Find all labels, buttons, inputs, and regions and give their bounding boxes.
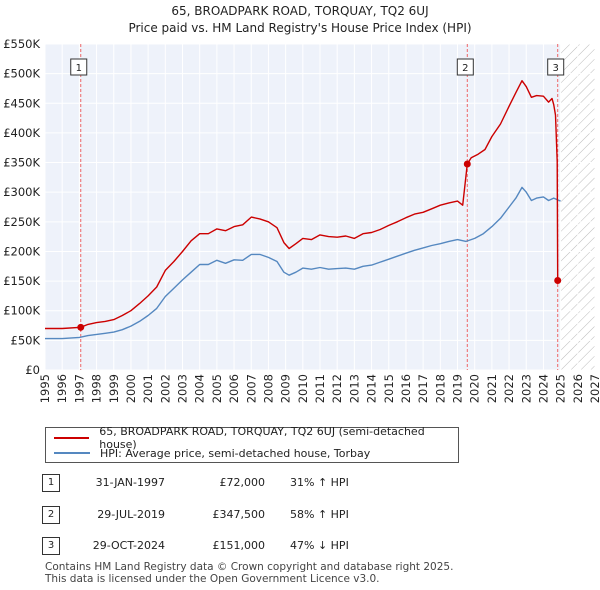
transaction-row: 1 31-JAN-1997 £72,000 31% ↑ HPI — [0, 474, 600, 494]
x-tick-label: 1997 — [72, 374, 86, 403]
x-tick-label: 1995 — [38, 374, 52, 403]
x-tick-label: 2006 — [227, 374, 241, 403]
x-tick-label: 1998 — [90, 374, 104, 403]
sale-label-box — [547, 58, 565, 76]
x-tick-label: 2010 — [296, 374, 310, 403]
x-tick-label: 2022 — [502, 374, 516, 403]
footer: Contains HM Land Registry data © Crown c… — [45, 561, 453, 585]
transaction-date: 29-JUL-2019 — [97, 508, 165, 521]
x-tick-label: 2020 — [468, 374, 482, 403]
x-tick-label: 2005 — [210, 374, 224, 403]
sale-label-box — [70, 58, 88, 76]
transaction-row: 2 29-JUL-2019 £347,500 58% ↑ HPI — [0, 506, 600, 526]
transaction-number: 2 — [42, 506, 60, 524]
x-tick-label: 2001 — [141, 374, 155, 403]
sale-point — [77, 323, 85, 331]
legend-item-hpi: HPI: Average price, semi-detached house,… — [54, 445, 370, 461]
x-tick-label: 2002 — [158, 374, 172, 403]
transaction-price: £347,500 — [212, 508, 266, 521]
chart-title: 65, BROADPARK ROAD, TORQUAY, TQ2 6UJ — [171, 4, 428, 18]
legend-swatch-hpi — [54, 452, 90, 454]
transaction-date: 31-JAN-1997 — [95, 476, 165, 489]
x-tick-label: 2015 — [382, 374, 396, 403]
x-tick-label: 1999 — [107, 374, 121, 403]
x-tick-label: 2000 — [124, 374, 138, 403]
x-tick-label: 2026 — [571, 374, 585, 403]
y-tick-label: £150K — [3, 274, 40, 288]
x-tick-label: 2024 — [536, 374, 550, 403]
x-tick-label: 2025 — [554, 374, 568, 403]
legend-item-property: 65, BROADPARK ROAD, TORQUAY, TQ2 6UJ (se… — [54, 425, 458, 451]
x-tick-label: 2012 — [330, 374, 344, 403]
sale-label: 1 — [76, 63, 82, 74]
hpi-line — [45, 186, 561, 340]
sale-point — [554, 276, 562, 284]
transaction-number: 1 — [42, 474, 60, 492]
sale-label: 3 — [553, 63, 559, 74]
sale-label: 2 — [462, 63, 468, 74]
y-tick-label: £300K — [3, 185, 40, 199]
transaction-price: £72,000 — [219, 476, 266, 489]
property-price-line — [45, 79, 561, 330]
transaction-hpi-change: 58% ↑ HPI — [290, 508, 349, 521]
y-tick-label: £100K — [3, 304, 40, 318]
y-tick-label: £550K — [3, 37, 40, 51]
transaction-hpi-change: 31% ↑ HPI — [290, 476, 349, 489]
sale-point — [463, 160, 471, 168]
legend: 65, BROADPARK ROAD, TORQUAY, TQ2 6UJ (se… — [45, 425, 459, 463]
legend-label-hpi: HPI: Average price, semi-detached house,… — [100, 446, 371, 460]
sale-label-box — [456, 58, 474, 76]
x-tick-label: 2008 — [261, 374, 275, 403]
transaction-price: £151,000 — [212, 539, 266, 552]
x-tick-label: 2019 — [451, 374, 465, 403]
y-tick-label: £50K — [11, 333, 41, 347]
x-tick-label: 2007 — [244, 374, 258, 403]
x-tick-label: 2023 — [519, 374, 533, 403]
x-tick-label: 2013 — [347, 374, 361, 403]
x-tick-label: 2003 — [176, 374, 190, 403]
price-chart: 65, BROADPARK ROAD, TORQUAY, TQ2 6UJ Pri… — [3, 4, 600, 403]
x-tick-label: 2027 — [588, 374, 600, 403]
y-tick-label: £450K — [3, 96, 40, 110]
x-tick-label: 2018 — [433, 374, 447, 403]
y-tick-label: £200K — [3, 244, 40, 258]
legend-label-property: 65, BROADPARK ROAD, TORQUAY, TQ2 6UJ (se… — [99, 425, 425, 451]
transaction-date: 29-OCT-2024 — [92, 539, 165, 552]
transaction-hpi-change: 47% ↓ HPI — [290, 539, 349, 552]
legend-swatch-property — [54, 437, 90, 439]
y-tick-label: £250K — [3, 215, 40, 229]
x-tick-label: 2009 — [279, 374, 293, 403]
y-tick-label: £500K — [3, 67, 40, 81]
x-tick-label: 2004 — [193, 374, 207, 403]
x-tick-label: 1996 — [55, 374, 69, 403]
footer-copyright: Contains HM Land Registry data © Crown c… — [45, 561, 454, 573]
x-tick-label: 2014 — [365, 374, 379, 403]
x-tick-label: 2021 — [485, 374, 499, 403]
y-tick-label: £0 — [25, 363, 40, 377]
y-tick-label: £400K — [3, 126, 40, 140]
x-tick-label: 2016 — [399, 374, 413, 403]
footer-licence: This data is licensed under the Open Gov… — [45, 573, 380, 585]
x-tick-label: 2017 — [416, 374, 430, 403]
transaction-row: 3 29-OCT-2024 £151,000 47% ↓ HPI — [0, 537, 600, 557]
y-tick-label: £350K — [3, 156, 40, 170]
chart-subtitle: Price paid vs. HM Land Registry's House … — [128, 21, 471, 35]
x-tick-label: 2011 — [313, 374, 327, 403]
transaction-number: 3 — [42, 537, 60, 555]
